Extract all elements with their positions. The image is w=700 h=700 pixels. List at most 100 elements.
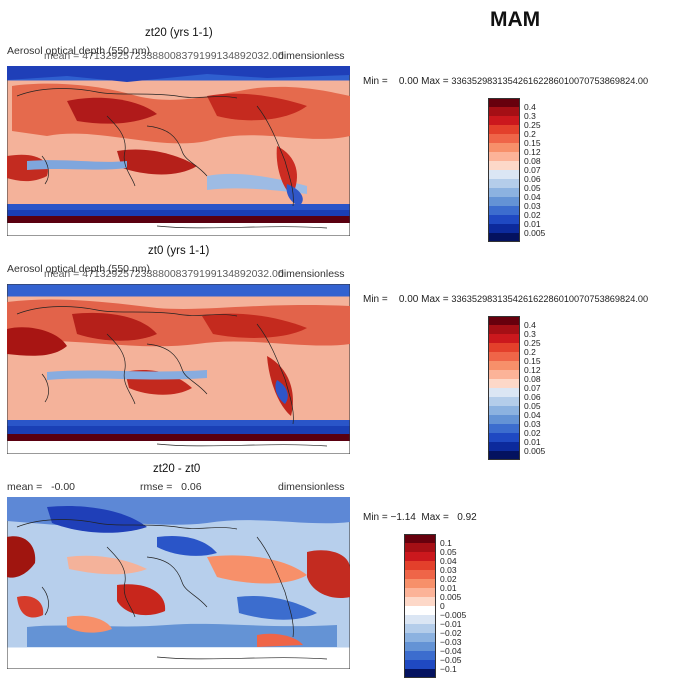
colorbar-label: 0.08	[524, 373, 541, 384]
panel-2-map	[7, 284, 350, 454]
colorbar-cell	[488, 215, 520, 224]
colorbar-cell	[488, 143, 520, 152]
colorbar-cell	[488, 98, 520, 107]
colorbar-label: 0.05	[524, 400, 541, 411]
colorbar-cell	[488, 233, 520, 242]
colorbar-label: 0.4	[524, 101, 536, 112]
colorbar-cell	[404, 534, 436, 543]
colorbar-label: −0.05	[440, 654, 462, 665]
colorbar-label: 0.3	[524, 110, 536, 121]
panel-3-units: dimensionless	[278, 481, 345, 493]
colorbar-cell	[404, 588, 436, 597]
colorbar-frame	[488, 98, 520, 242]
colorbar-frame	[404, 534, 436, 678]
colorbar-label: 0.2	[524, 346, 536, 357]
colorbar-cell	[488, 343, 520, 352]
colorbar-cell	[488, 415, 520, 424]
colorbar-label: 0.06	[524, 391, 541, 402]
colorbar-cell	[488, 152, 520, 161]
panel-1-map	[7, 66, 350, 236]
colorbar-cell	[404, 642, 436, 651]
colorbar-cell	[404, 606, 436, 615]
colorbar-label: 0.2	[524, 128, 536, 139]
colorbar-cell	[488, 179, 520, 188]
colorbar-label: 0.25	[524, 337, 541, 348]
colorbar-label: 0.3	[524, 328, 536, 339]
colorbar-label: 0.04	[440, 555, 457, 566]
colorbar-label: −0.1	[440, 663, 457, 674]
colorbar-cell	[404, 570, 436, 579]
colorbar-cell	[404, 543, 436, 552]
colorbar-label: 0.03	[524, 418, 541, 429]
colorbar-cell	[488, 442, 520, 451]
colorbar-cell	[488, 316, 520, 325]
colorbar-label: 0.06	[524, 173, 541, 184]
colorbar-label: 0.02	[524, 427, 541, 438]
colorbar-cell	[488, 424, 520, 433]
colorbar-frame	[488, 316, 520, 460]
colorbar-cell	[488, 224, 520, 233]
colorbar-cell	[404, 660, 436, 669]
colorbar-label: 0.03	[524, 200, 541, 211]
colorbar-label: 0.05	[440, 546, 457, 557]
colorbar-cell	[488, 170, 520, 179]
panel-1-title: zt20 (yrs 1-1)	[145, 27, 213, 39]
colorbar-label: −0.01	[440, 618, 462, 629]
colorbar-cell	[488, 206, 520, 215]
panel-3-minmax: Min = −1.14 Max = 0.92	[363, 512, 477, 523]
colorbar-cell	[488, 161, 520, 170]
colorbar-label: 0.4	[524, 319, 536, 330]
colorbar-cell	[488, 134, 520, 143]
colorbar-cell	[488, 325, 520, 334]
colorbar-cell	[404, 651, 436, 660]
colorbar-label: 0.005	[440, 591, 462, 602]
colorbar-cell	[404, 579, 436, 588]
colorbar-cell	[404, 615, 436, 624]
colorbar-label: 0.08	[524, 155, 541, 166]
colorbar-label: −0.04	[440, 645, 462, 656]
colorbar-cell	[404, 552, 436, 561]
colorbar-cell	[488, 433, 520, 442]
panel-2-mean: mean = 47132925723388008379199134892032.…	[44, 268, 284, 280]
colorbar-label: 0.07	[524, 382, 541, 393]
colorbar-cell	[488, 388, 520, 397]
panel-1-variable: Aerosol optical depth (550 nm)	[7, 45, 150, 57]
colorbar-label: 0.04	[524, 191, 541, 202]
colorbar-label: 0.05	[524, 182, 541, 193]
colorbar-label: 0.01	[524, 218, 541, 229]
panel-3-map	[7, 497, 350, 669]
panel-2-variable: Aerosol optical depth (550 nm)	[7, 263, 150, 275]
colorbar-label: −0.03	[440, 636, 462, 647]
panel-3-mean: mean = -0.00	[7, 481, 76, 493]
colorbar-cell	[488, 107, 520, 116]
colorbar-label: 0.01	[440, 582, 457, 593]
colorbar-label: 0.12	[524, 146, 541, 157]
colorbar-cell	[488, 197, 520, 206]
colorbar-label: −0.005	[440, 609, 467, 620]
colorbar-label: 0.1	[440, 537, 452, 548]
colorbar-cell	[404, 624, 436, 633]
panel-2-title: zt0 (yrs 1-1)	[148, 245, 210, 257]
panel-2-minmax: Min = 0.00 Max = 33635298313542616228601…	[363, 294, 649, 305]
colorbar-label: 0.07	[524, 164, 541, 175]
colorbar-cell	[488, 397, 520, 406]
colorbar-label: 0.005	[524, 445, 546, 456]
colorbar-label: −0.02	[440, 627, 462, 638]
colorbar-cell	[488, 334, 520, 343]
colorbar-cell	[488, 379, 520, 388]
colorbar-cell	[488, 352, 520, 361]
colorbar-label: 0	[440, 600, 445, 611]
colorbar-label: 0.15	[524, 137, 541, 148]
colorbar-label: 0.005	[524, 227, 546, 238]
colorbar-cell	[488, 116, 520, 125]
colorbar-label: 0.25	[524, 119, 541, 130]
colorbar-cell	[404, 597, 436, 606]
season-title: MAM	[490, 8, 541, 31]
colorbar-cell	[404, 561, 436, 570]
colorbar-cell	[404, 669, 436, 678]
colorbar-cell	[488, 361, 520, 370]
panel-1-minmax: Min = 0.00 Max = 33635298313542616228601…	[363, 76, 649, 87]
panel-3-title: zt20 - zt0	[153, 463, 201, 475]
colorbar-cell	[488, 188, 520, 197]
panel-3-rmse: rmse = 0.06	[140, 481, 202, 493]
